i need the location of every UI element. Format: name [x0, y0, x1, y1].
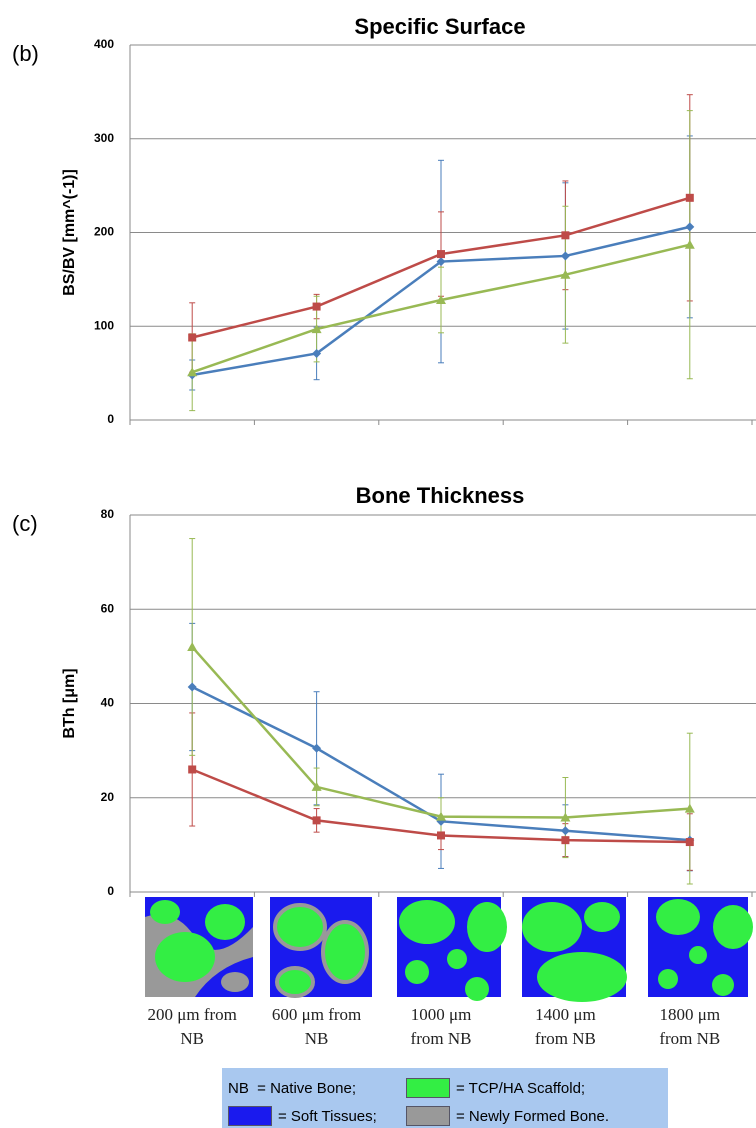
marker	[312, 348, 322, 358]
marker	[560, 826, 570, 836]
legend-item: = TCP/HA Scaffold;	[406, 1077, 585, 1099]
x-category-label: 200 μm from NB	[147, 1005, 237, 1048]
y-tick-label: 300	[94, 131, 114, 145]
x-category-label: 600 μm from NB	[271, 1005, 362, 1048]
legend-text: = Soft Tissues;	[278, 1107, 377, 1125]
legend-swatch	[406, 1078, 450, 1098]
marker	[560, 269, 571, 279]
marker	[684, 239, 695, 249]
y-axis-label: BS/BV [mm^(-1)]	[61, 169, 78, 296]
panel-label: (b)	[12, 41, 39, 66]
legend-swatch	[406, 1106, 450, 1126]
chart: Specific Surface (b) BS/BV [mm^(-1)] 0 100 20…	[12, 14, 756, 1002]
y-tick-label: 400	[94, 37, 114, 51]
legend-text: = TCP/HA Scaffold;	[456, 1079, 586, 1097]
marker	[188, 333, 197, 342]
x-category-label: 1800 μm from NB	[659, 1005, 721, 1048]
legend-item: NB = Native Bone;	[228, 1077, 356, 1099]
marker	[187, 641, 198, 651]
marker	[311, 324, 322, 334]
legend-item: = Newly Formed Bone.	[406, 1105, 609, 1127]
marker	[311, 781, 322, 791]
marker	[312, 816, 321, 825]
marker	[685, 838, 694, 847]
marker	[684, 803, 695, 813]
x-category-label: 1000 μm from NB	[410, 1005, 472, 1048]
marker	[436, 811, 446, 821]
marker	[436, 257, 446, 267]
y-tick-label: 100	[94, 318, 114, 332]
marker	[312, 302, 321, 311]
chart-title: Specific Surface	[354, 14, 525, 39]
legend-item: = Soft Tissues;	[228, 1105, 377, 1127]
marker	[685, 222, 695, 232]
marker	[187, 367, 198, 377]
y-axis-label: BTh [μm]	[61, 668, 78, 738]
y-tick-label: 80	[101, 507, 115, 521]
y-tick-label: 0	[107, 884, 114, 898]
marker	[561, 836, 570, 845]
marker	[436, 295, 446, 304]
marker	[685, 193, 694, 202]
legend-box: NB = Native Bone; = TCP/HA Scaffold; = Sof…	[222, 1068, 668, 1128]
legend-swatch	[228, 1106, 272, 1126]
legend-text: NB = Native Bone;	[228, 1079, 356, 1097]
y-tick-label: 200	[94, 225, 114, 239]
marker	[312, 743, 322, 753]
marker	[188, 765, 197, 774]
marker	[187, 682, 197, 692]
y-tick-label: 40	[101, 696, 115, 710]
panel-label: (c)	[12, 511, 38, 536]
marker	[437, 250, 445, 259]
x-category-label: 1400 μm from NB	[534, 1005, 596, 1048]
marker	[560, 812, 571, 822]
marker	[437, 831, 445, 840]
marker	[561, 231, 570, 240]
y-tick-label: 0	[107, 412, 114, 426]
chart-title: Bone Thickness	[356, 483, 525, 508]
marker	[560, 251, 570, 261]
legend-text: = Newly Formed Bone.	[456, 1107, 609, 1125]
thumbnails	[145, 897, 753, 1002]
y-tick-label: 20	[101, 790, 115, 804]
y-tick-label: 60	[101, 601, 115, 615]
